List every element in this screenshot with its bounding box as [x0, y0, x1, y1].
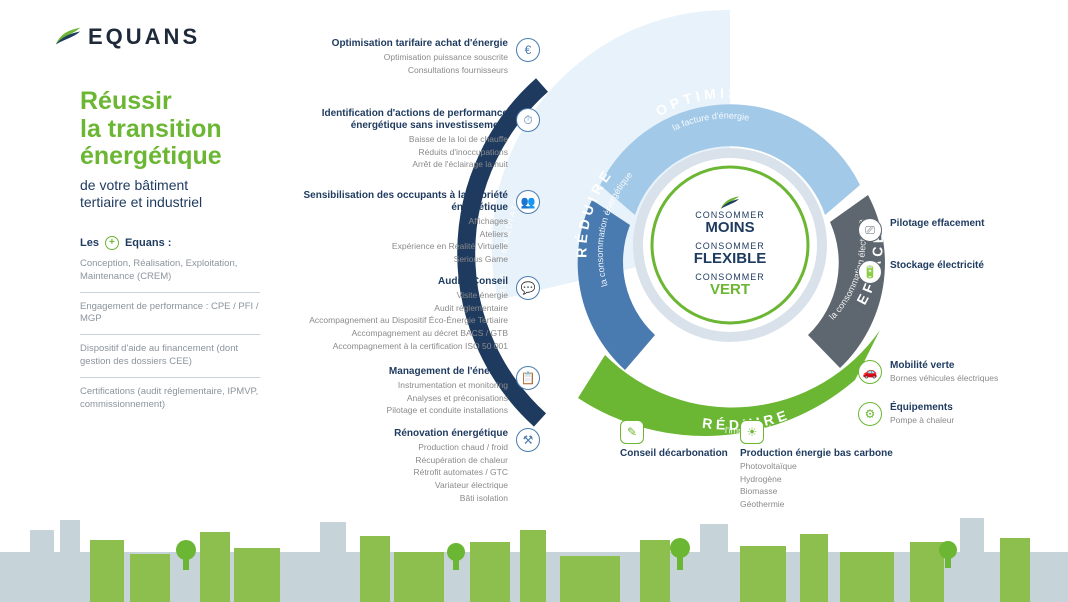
heading-subtitle: de votre bâtimenttertiaire et industriel [80, 177, 222, 212]
spoke-sub: Géothermie [740, 499, 893, 510]
spoke-sub: Bâti isolation [280, 493, 508, 504]
spoke-left-4: Management de l'énergie Instrumentation e… [280, 366, 540, 416]
plus-equans-box: Les + Equans : Conception, Réalisation, … [80, 236, 260, 420]
brand-logo: EQUANS [52, 22, 200, 52]
spoke-sub: Analyses et préconisations [280, 393, 508, 404]
spoke-sub: Production chaud / froid [280, 442, 508, 453]
spoke-icon: 🔋 [858, 260, 882, 284]
spoke-bottom-1: ☀ Production énergie bas carbone Photovolt… [740, 420, 893, 510]
spoke-left-5: Rénovation énergétique Production chaud /… [280, 428, 540, 503]
spoke-sub: Biomasse [740, 486, 893, 497]
core-text: CONSOMMER MOINS CONSOMMER FLEXIBLE CONSO… [660, 210, 800, 297]
plus-item: Engagement de performance : CPE / PFI / … [80, 293, 260, 336]
spoke-sub: Accompagnement à la certification ISO 50… [280, 341, 508, 352]
spoke-sub: Arrêt de l'éclairage la nuit [280, 159, 508, 170]
spoke-sub: Serious Game [280, 254, 508, 265]
spoke-sub: Hydrogène [740, 474, 893, 485]
spoke-sub: Récupération de chaleur [280, 455, 508, 466]
spoke-title: Audit / Conseil [280, 276, 508, 288]
spoke-title: Optimisation tarifaire achat d'énergie [280, 38, 508, 50]
spoke-sub: Bornes véhicules électriques [890, 373, 1058, 384]
spoke-title: Management de l'énergie [280, 366, 508, 378]
spoke-title: Production énergie bas carbone [740, 448, 893, 459]
spoke-left-3: Audit / Conseil Visite énergie Audit régle… [280, 276, 540, 351]
cityscape-icon [0, 512, 1068, 602]
logo-mark-icon [52, 22, 82, 52]
spoke-left-2: Sensibilisation des occupants à la sobri… [280, 190, 540, 265]
plus-equans-suffix: Equans : [125, 237, 171, 249]
spoke-icon: ⚒ [516, 428, 540, 452]
spoke-title: Rénovation énergétique [280, 428, 508, 440]
spoke-icon: ⏱ [516, 108, 540, 132]
spoke-icon: € [516, 38, 540, 62]
spoke-sub: Accompagnement au Dispositif Éco-Énergie… [280, 315, 508, 326]
spoke-title: Mobilité verte [890, 360, 1058, 371]
plus-icon: + [105, 236, 119, 250]
spoke-sub: Affichages [280, 216, 508, 227]
spoke-title: Identification d'actions de performance … [280, 108, 508, 132]
core-v3: VERT [660, 282, 800, 297]
spoke-right-0: ⎚Pilotage effacement [858, 218, 1058, 229]
spoke-sub: Baisse de la loi de chauffe [280, 134, 508, 145]
spoke-left-0: Optimisation tarifaire achat d'énergie Op… [280, 38, 540, 75]
spoke-title: Pilotage effacement [890, 218, 1058, 229]
core-v1: MOINS [660, 220, 800, 235]
plus-item: Conception, Réalisation, Exploitation, M… [80, 250, 260, 293]
spoke-sub: Audit réglementaire [280, 303, 508, 314]
spoke-sub: Accompagnement au décret BACS / GTB [280, 328, 508, 339]
plus-equans-prefix: Les [80, 237, 99, 249]
page-heading: Réussirla transitionénergétique de votre… [80, 88, 222, 212]
plus-item: Certifications (audit réglementaire, IPM… [80, 378, 260, 420]
spoke-icon: ☀ [740, 420, 764, 444]
spoke-title: Conseil décarbonation [620, 448, 728, 459]
spoke-icon: ⎚ [858, 218, 882, 242]
spoke-sub: Ateliers [280, 229, 508, 240]
spoke-bottom-0: ✎ Conseil décarbonation [620, 420, 728, 459]
spoke-icon: 👥 [516, 190, 540, 214]
heading-title: Réussirla transitionénergétique [80, 88, 222, 171]
spoke-sub: Consultations fournisseurs [280, 65, 508, 76]
spoke-title: Sensibilisation des occupants à la sobri… [280, 190, 508, 214]
spoke-sub: Variateur électrique [280, 480, 508, 491]
spoke-icon: 📋 [516, 366, 540, 390]
spoke-title: Stockage électricité [890, 260, 1058, 271]
spoke-sub: Pilotage et conduite installations [280, 405, 508, 416]
spoke-sub: Pompe à chaleur [890, 415, 1058, 426]
spoke-left-1: Identification d'actions de performance … [280, 108, 540, 170]
core-v2: FLEXIBLE [660, 251, 800, 266]
spoke-sub: Expérience en Réalité Virtuelle [280, 241, 508, 252]
spoke-sub: Optimisation puissance souscrite [280, 52, 508, 63]
plus-item: Dispositif d'aide au financement (dont g… [80, 335, 260, 378]
spoke-icon: 💬 [516, 276, 540, 300]
spoke-sub: Réduits d'inoccupations [280, 147, 508, 158]
spoke-icon: ✎ [620, 420, 644, 444]
spoke-sub: Photovoltaïque [740, 461, 893, 472]
spoke-right-2: 🚗 Mobilité verte Bornes véhicules électriq… [858, 360, 1058, 384]
spoke-right-1: 🔋Stockage électricité [858, 260, 1058, 271]
spoke-title: Équipements [890, 402, 1058, 413]
plus-equans-header: Les + Equans : [80, 236, 260, 250]
spoke-sub: Visite énergie [280, 290, 508, 301]
spoke-sub: Instrumentation et monitoring [280, 380, 508, 391]
brand-name: EQUANS [88, 24, 200, 50]
spoke-icon: 🚗 [858, 360, 882, 384]
spoke-sub: Rétrofit automates / GTC [280, 467, 508, 478]
